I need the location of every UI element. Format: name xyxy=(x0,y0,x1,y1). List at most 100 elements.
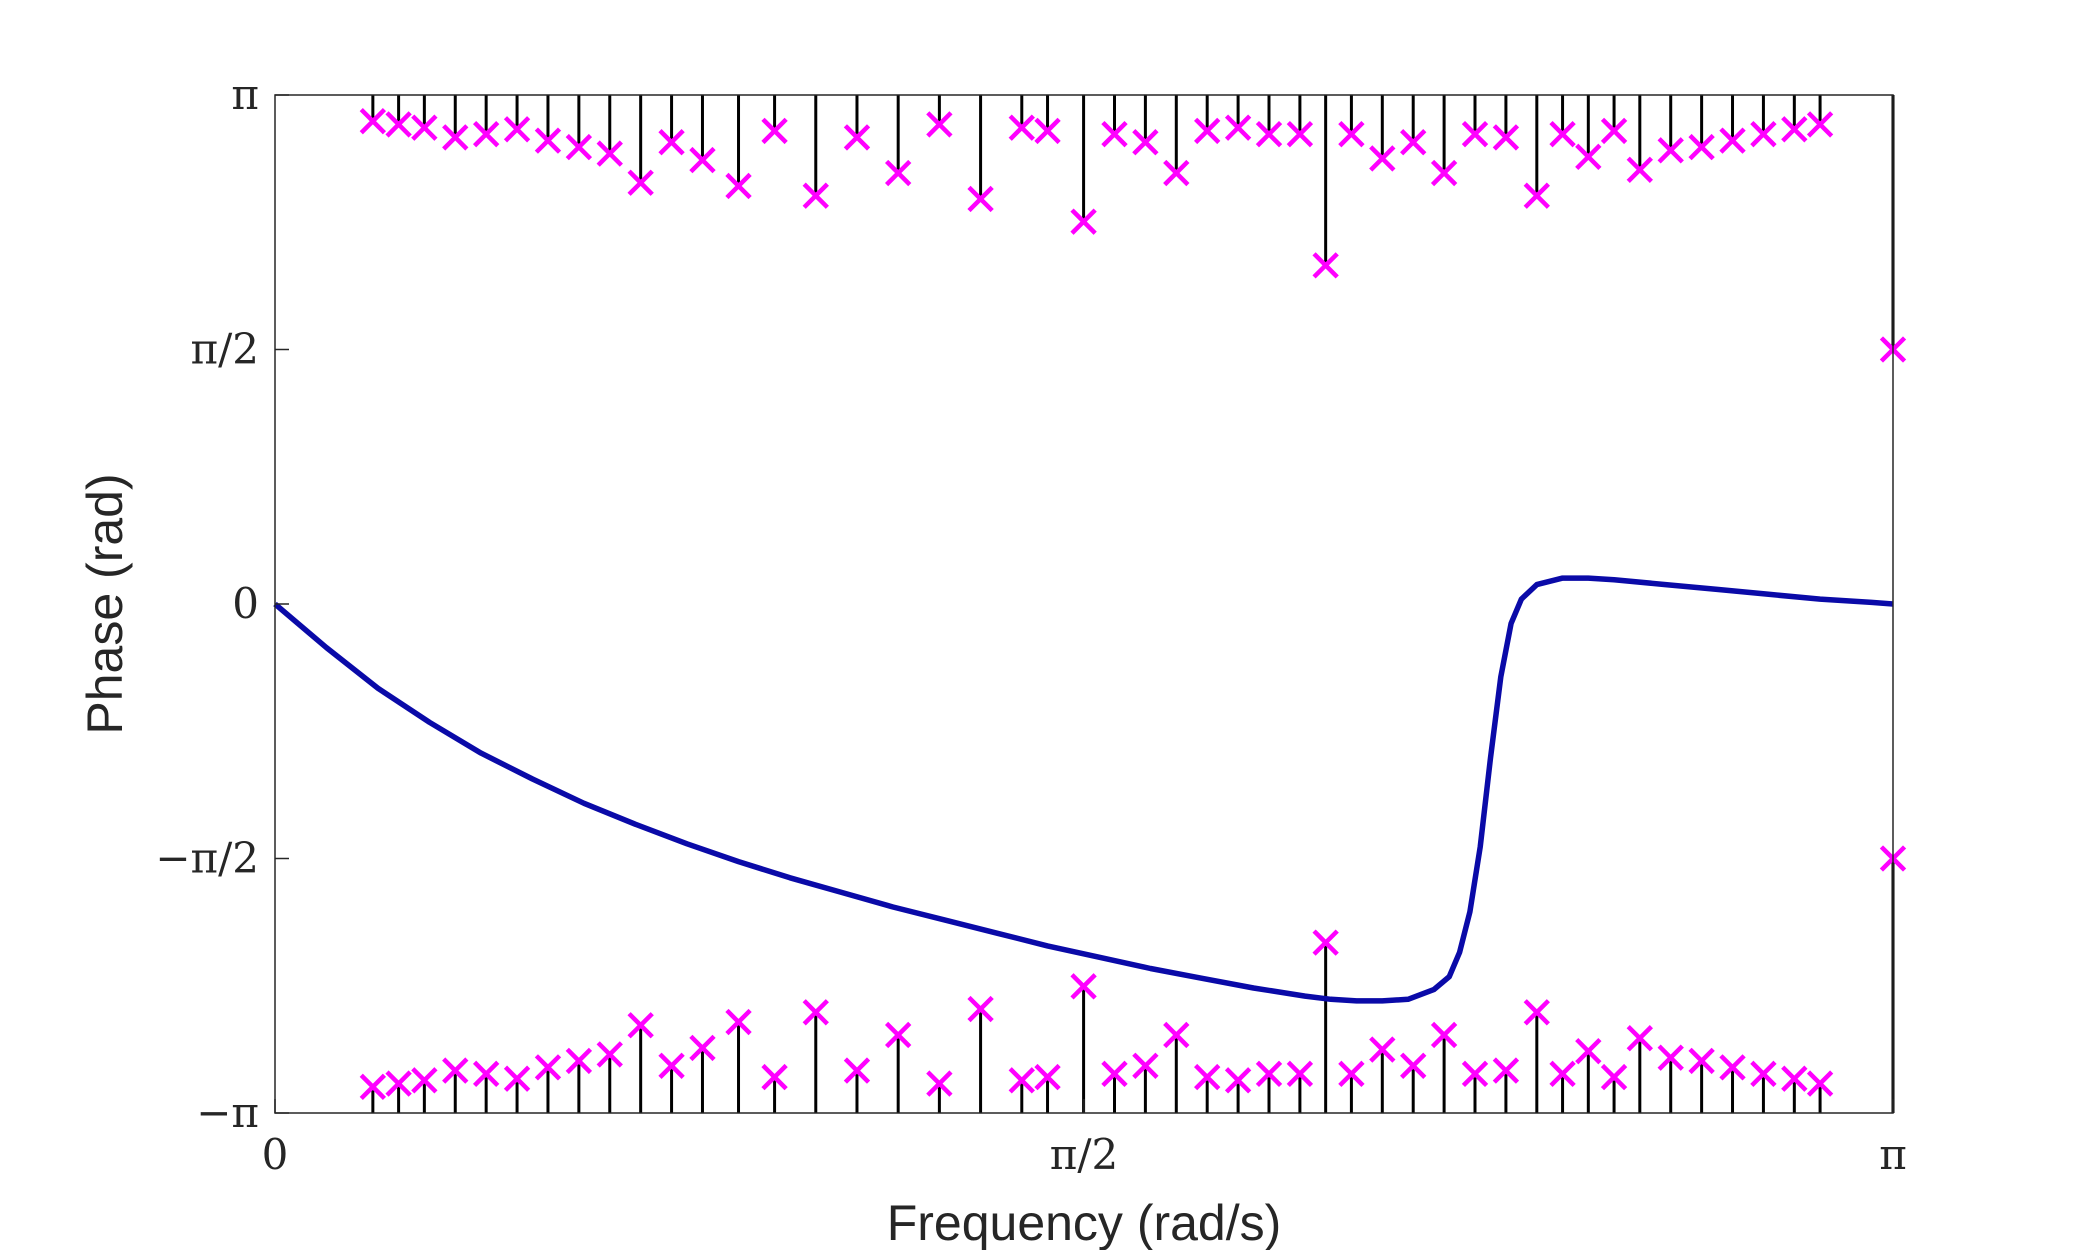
y-tick-label: π xyxy=(231,70,259,119)
marker-top xyxy=(967,185,994,213)
x-tick-label: π xyxy=(1879,1130,1907,1179)
marker-bottom xyxy=(1750,1060,1777,1088)
marker-bottom xyxy=(1781,1065,1808,1092)
marker-top xyxy=(926,111,953,138)
marker-top xyxy=(843,124,871,151)
y-tick-label: π/2 xyxy=(191,324,259,373)
y-tick-label: −π/2 xyxy=(155,834,259,883)
marker-bottom xyxy=(725,1008,752,1036)
marker-top xyxy=(472,120,500,148)
marker-bottom xyxy=(1492,1057,1520,1084)
marker-bottom xyxy=(1626,1025,1654,1052)
marker-bottom xyxy=(1523,999,1550,1026)
marker-top xyxy=(534,127,562,154)
marker-bottom xyxy=(761,1063,788,1091)
marker-bottom xyxy=(843,1057,871,1084)
plot-layer xyxy=(273,95,1907,1113)
marker-bottom xyxy=(1132,1052,1159,1079)
marker-top xyxy=(565,133,593,161)
marker-bottom xyxy=(1719,1054,1746,1081)
marker-top xyxy=(411,114,438,141)
marker-bottom xyxy=(1600,1063,1628,1091)
marker-bottom xyxy=(1034,1063,1061,1091)
marker-bottom xyxy=(627,1012,654,1039)
marker-top xyxy=(1600,117,1628,145)
marker-bottom xyxy=(1312,929,1339,956)
marker-top xyxy=(1070,208,1097,235)
marker-bottom xyxy=(503,1065,531,1092)
marker-bottom xyxy=(658,1052,685,1079)
marker-top xyxy=(1132,129,1159,156)
marker-top xyxy=(658,129,685,156)
marker-top xyxy=(1163,159,1190,187)
marker-top xyxy=(596,140,623,167)
marker-top xyxy=(359,107,387,135)
marker-bottom xyxy=(926,1070,953,1097)
marker-bottom xyxy=(1400,1052,1427,1079)
marker-top xyxy=(1255,120,1283,148)
phase-line xyxy=(273,575,1894,1004)
marker-top xyxy=(884,159,912,187)
marker-bottom xyxy=(1224,1067,1252,1094)
marker-bottom xyxy=(1575,1037,1602,1065)
marker-bottom xyxy=(596,1041,623,1068)
marker-top xyxy=(503,116,531,143)
x-tick-label: π/2 xyxy=(1050,1130,1118,1179)
marker-top xyxy=(802,182,829,209)
marker-bottom xyxy=(884,1021,912,1049)
marker-bottom xyxy=(534,1054,562,1081)
marker-top xyxy=(1101,120,1128,148)
marker-bottom xyxy=(411,1067,438,1094)
marker-top xyxy=(1492,124,1520,151)
marker-top xyxy=(1575,143,1602,171)
marker-top xyxy=(1400,129,1427,156)
marker-top xyxy=(1657,137,1684,164)
x-axis-label: Frequency (rad/s) xyxy=(887,1195,1282,1250)
marker-top xyxy=(1430,159,1458,187)
marker-bottom xyxy=(689,1034,716,1062)
marker-bottom xyxy=(1338,1060,1365,1088)
marker-top xyxy=(1034,117,1061,145)
marker-bottom xyxy=(359,1073,387,1101)
marker-bottom xyxy=(1008,1067,1035,1094)
marker-bottom xyxy=(1688,1047,1715,1075)
x-tick-label: 0 xyxy=(262,1130,289,1179)
marker-top xyxy=(1781,116,1808,143)
marker-bottom xyxy=(1806,1070,1834,1097)
marker-top xyxy=(1626,156,1654,183)
marker-top xyxy=(1688,133,1715,161)
marker-bottom xyxy=(1255,1060,1283,1088)
marker-bottom xyxy=(967,995,994,1023)
marker-top xyxy=(1224,114,1252,141)
marker-bottom xyxy=(1163,1021,1190,1049)
marker-top xyxy=(1523,182,1550,209)
marker-bottom xyxy=(1549,1060,1576,1088)
marker-top xyxy=(1719,127,1746,154)
marker-top xyxy=(627,169,654,196)
tick-layer: 0 π/2 π −π −π/2 0 π/2 π xyxy=(155,70,1906,1179)
marker-top xyxy=(1549,120,1576,148)
marker-top xyxy=(1312,252,1339,279)
marker-bottom xyxy=(1286,1060,1314,1088)
marker-top xyxy=(1750,120,1777,148)
marker-bottom xyxy=(1461,1060,1489,1088)
marker-bottom xyxy=(1369,1036,1396,1063)
marker-bottom xyxy=(565,1047,593,1075)
marker-top xyxy=(1369,145,1396,172)
marker-top xyxy=(385,111,412,138)
plot-frame xyxy=(274,94,1894,1114)
y-axis-label: Phase (rad) xyxy=(77,473,133,734)
marker-bottom xyxy=(385,1070,412,1097)
marker-bottom xyxy=(472,1060,500,1088)
marker-top xyxy=(442,124,469,151)
marker-top xyxy=(1008,114,1035,141)
marker-bottom xyxy=(1070,973,1097,1000)
marker-bottom xyxy=(1657,1044,1684,1071)
marker-bottom xyxy=(1101,1060,1128,1088)
marker-top xyxy=(1461,120,1489,148)
marker-top xyxy=(689,146,716,174)
marker-top xyxy=(761,117,788,145)
marker-bottom xyxy=(1430,1021,1458,1049)
y-tick-label: −π xyxy=(196,1088,259,1137)
